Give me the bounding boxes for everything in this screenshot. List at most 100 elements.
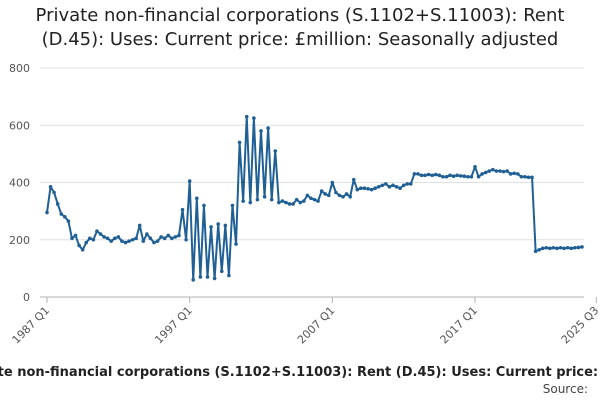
data-point[interactable]: [259, 129, 263, 133]
data-point[interactable]: [277, 200, 281, 205]
data-point[interactable]: [166, 233, 171, 238]
data-point[interactable]: [569, 246, 574, 251]
data-point[interactable]: [466, 174, 470, 179]
data-point[interactable]: [180, 207, 185, 212]
data-point[interactable]: [280, 199, 285, 203]
data-point[interactable]: [505, 169, 509, 173]
data-point[interactable]: [376, 184, 381, 189]
data-point[interactable]: [544, 245, 549, 250]
data-point[interactable]: [419, 173, 424, 178]
data-point[interactable]: [326, 193, 331, 198]
data-point[interactable]: [573, 245, 577, 250]
data-point[interactable]: [162, 236, 167, 241]
data-point[interactable]: [291, 202, 295, 206]
data-point[interactable]: [387, 184, 392, 189]
data-point[interactable]: [223, 223, 228, 228]
data-point[interactable]: [262, 195, 267, 199]
data-point[interactable]: [177, 233, 181, 238]
data-point[interactable]: [344, 192, 349, 196]
data-point[interactable]: [362, 186, 367, 191]
data-point[interactable]: [433, 172, 438, 177]
data-point[interactable]: [198, 275, 203, 279]
data-point[interactable]: [70, 236, 74, 241]
data-point[interactable]: [95, 229, 99, 233]
data-point[interactable]: [519, 174, 524, 179]
data-point[interactable]: [234, 242, 238, 246]
data-point[interactable]: [341, 195, 345, 199]
data-point[interactable]: [255, 197, 260, 202]
data-point[interactable]: [548, 246, 552, 251]
data-point[interactable]: [448, 173, 452, 178]
data-point[interactable]: [170, 236, 174, 241]
data-point[interactable]: [212, 276, 217, 281]
data-point[interactable]: [80, 247, 85, 252]
data-point[interactable]: [63, 215, 67, 219]
data-point[interactable]: [309, 196, 313, 201]
data-point[interactable]: [483, 170, 488, 175]
data-point[interactable]: [537, 247, 541, 252]
data-point[interactable]: [444, 174, 449, 179]
data-point[interactable]: [316, 199, 320, 203]
data-point[interactable]: [398, 186, 402, 191]
data-point[interactable]: [159, 235, 163, 239]
data-point[interactable]: [227, 273, 231, 278]
data-point[interactable]: [512, 171, 517, 176]
data-point[interactable]: [141, 239, 146, 243]
data-point[interactable]: [195, 196, 199, 201]
data-point[interactable]: [252, 116, 256, 120]
data-point[interactable]: [551, 245, 556, 250]
data-point[interactable]: [302, 199, 306, 203]
data-point[interactable]: [98, 232, 103, 236]
data-point[interactable]: [123, 240, 128, 245]
data-point[interactable]: [287, 202, 292, 206]
data-point[interactable]: [312, 197, 317, 202]
data-point[interactable]: [359, 186, 363, 191]
data-point[interactable]: [401, 183, 406, 188]
data-point[interactable]: [405, 182, 410, 186]
data-point[interactable]: [409, 182, 413, 186]
data-point[interactable]: [480, 172, 484, 176]
data-point[interactable]: [269, 197, 274, 202]
data-point[interactable]: [319, 189, 324, 193]
data-point[interactable]: [48, 184, 53, 189]
data-point[interactable]: [441, 174, 445, 179]
data-point[interactable]: [369, 187, 374, 192]
data-point[interactable]: [565, 245, 570, 250]
data-point[interactable]: [148, 236, 153, 241]
data-point[interactable]: [494, 169, 499, 173]
data-point[interactable]: [105, 236, 110, 241]
data-point[interactable]: [437, 173, 442, 178]
data-point[interactable]: [562, 246, 566, 251]
data-point[interactable]: [66, 219, 71, 223]
data-point[interactable]: [91, 237, 96, 242]
data-point[interactable]: [423, 173, 427, 178]
data-point[interactable]: [187, 179, 192, 183]
data-point[interactable]: [184, 237, 188, 242]
data-point[interactable]: [145, 232, 149, 236]
data-point[interactable]: [191, 278, 196, 282]
data-point[interactable]: [45, 210, 49, 215]
data-point[interactable]: [394, 184, 399, 189]
data-point[interactable]: [416, 172, 420, 176]
data-point[interactable]: [455, 173, 459, 178]
data-point[interactable]: [351, 177, 356, 182]
data-point[interactable]: [540, 246, 545, 251]
data-point[interactable]: [348, 195, 352, 199]
data-point[interactable]: [523, 174, 527, 179]
data-point[interactable]: [458, 174, 463, 178]
data-point[interactable]: [102, 235, 106, 239]
data-point[interactable]: [127, 239, 131, 243]
data-point[interactable]: [558, 245, 563, 250]
data-point[interactable]: [84, 240, 89, 245]
data-point[interactable]: [384, 182, 388, 186]
data-point[interactable]: [516, 172, 520, 176]
data-point[interactable]: [155, 239, 160, 243]
data-point[interactable]: [412, 172, 417, 176]
data-point[interactable]: [462, 174, 467, 178]
data-point[interactable]: [576, 245, 581, 250]
data-point[interactable]: [248, 200, 253, 205]
data-point[interactable]: [219, 269, 224, 274]
data-point[interactable]: [533, 249, 538, 253]
data-point[interactable]: [426, 172, 431, 177]
data-point[interactable]: [380, 183, 385, 188]
